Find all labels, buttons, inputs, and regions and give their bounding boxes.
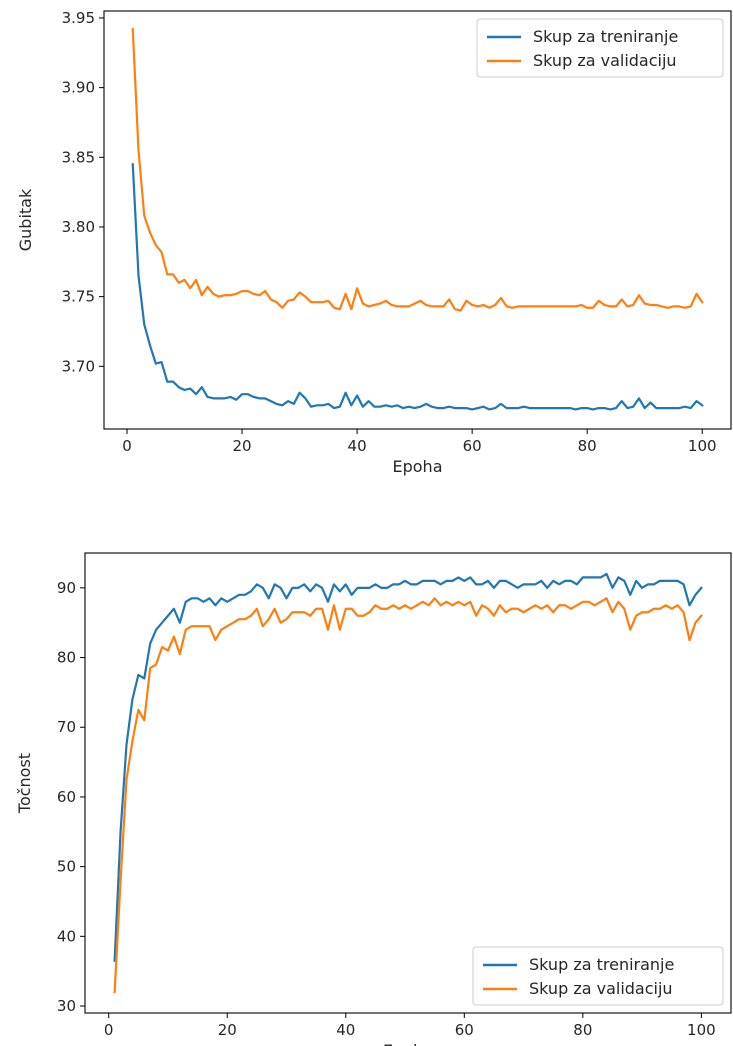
legend-label-validation: Skup za validaciju [529,979,673,998]
series-line-validation [131,27,704,312]
y-tick-label: 50 [57,858,76,876]
x-tick-label: 100 [688,437,717,455]
accuracy-chart: 0 20 40 60 80 100 Epoha 30 40 50 60 70 80 90 Točnost Sk… [15,552,732,1046]
y-tick-label: 30 [57,997,76,1015]
legend-label-training: Skup za treniranje [529,955,674,974]
x-tick-label: 80 [573,1021,592,1039]
legend-label-training: Skup za treniranje [533,27,678,46]
legend: Skup za treniranje Skup za validaciju [472,946,724,1006]
y-axis: 3.70 3.75 3.80 3.85 3.90 3.95 [62,9,104,375]
series-lines [131,27,704,411]
series-line-validation [113,597,703,994]
y-tick-label: 3.80 [62,218,95,236]
y-tick-label: 80 [57,649,76,667]
plot-frame [103,10,732,430]
legend-box [472,946,724,1006]
x-axis: 0 20 40 60 80 100 [104,1013,716,1039]
x-tick-label: 100 [687,1021,716,1039]
x-tick-label: 80 [578,437,597,455]
series-lines [113,572,703,994]
series-line-training [113,572,703,962]
legend-label-validation: Skup za validaciju [533,51,677,70]
x-tick-label: 20 [218,1021,237,1039]
x-axis: 0 20 40 60 80 100 [122,429,717,455]
series-line-training [131,163,704,411]
legend-box [476,18,724,78]
loss-chart: 0 20 40 60 80 100 Epoha 3.70 3.75 3.80 3.85 3.90 3.9… [16,9,732,476]
y-tick-label: 40 [57,927,76,945]
y-axis: 30 40 50 60 70 80 90 [57,579,85,1015]
x-tick-label: 0 [104,1021,114,1039]
legend: Skup za treniranje Skup za validaciju [476,18,724,78]
x-tick-label: 40 [348,437,367,455]
y-tick-label: 3.85 [62,148,95,166]
x-tick-label: 60 [455,1021,474,1039]
x-axis-label: Epoha [393,457,443,476]
x-tick-label: 60 [463,437,482,455]
y-tick-label: 3.90 [62,79,95,97]
y-tick-label: 3.95 [62,9,95,27]
y-tick-label: 90 [57,579,76,597]
x-tick-label: 0 [122,437,132,455]
x-tick-label: 40 [336,1021,355,1039]
plot-frame [84,552,732,1014]
x-tick-label: 20 [233,437,252,455]
x-axis-label: Epoha [383,1041,433,1046]
y-axis-label: Gubitak [16,188,35,251]
y-tick-label: 70 [57,718,76,736]
y-axis-label: Točnost [15,753,34,814]
y-tick-label: 3.75 [62,288,95,306]
y-tick-label: 60 [57,788,76,806]
y-tick-label: 3.70 [62,357,95,375]
